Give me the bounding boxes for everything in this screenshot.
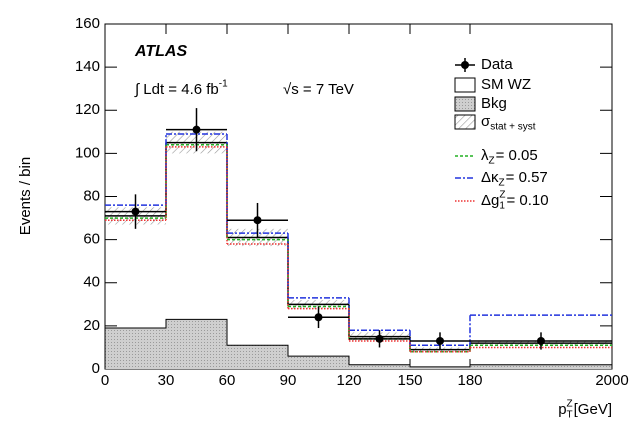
y-axis-label: Events / bin — [17, 157, 34, 235]
bkg-bar — [410, 366, 470, 369]
legend-label-part: = 0.05 — [496, 147, 538, 164]
x-tick-label: 30 — [158, 372, 175, 389]
bkg-bar — [105, 328, 166, 369]
x-axis-label-part: T — [567, 410, 573, 421]
legend-label-part: Δκ — [481, 169, 499, 186]
legend-label-part: = 0.57 — [506, 169, 548, 186]
legend-symbol — [454, 96, 476, 112]
bkg-bar — [349, 364, 410, 369]
y-tick-label: 60 — [83, 231, 100, 248]
legend-label-part: Z — [489, 156, 495, 167]
legend-label-part: 1 — [499, 201, 505, 212]
legend-label: Bkg — [481, 95, 507, 112]
legend-label-part: stat + syst — [490, 122, 536, 133]
y-tick-label: 100 — [75, 144, 100, 161]
bkg-bar — [227, 345, 288, 369]
energy-label: √s = 7 TeV — [283, 81, 354, 98]
x-axis-label-part: Z — [567, 399, 573, 410]
legend-label-part: Δg — [481, 192, 499, 209]
bkg-bar — [166, 319, 227, 369]
y-tick-label: 80 — [83, 187, 100, 204]
x-axis-label-part: [GeV] — [574, 401, 612, 418]
legend-label: Data — [481, 56, 513, 73]
x-tick-label: 180 — [457, 372, 482, 389]
x-tick-label: 0 — [101, 372, 109, 389]
experiment-label: ATLAS — [134, 43, 187, 60]
x-tick-label: 150 — [397, 372, 422, 389]
y-tick-label: 160 — [75, 15, 100, 32]
data-point — [253, 216, 262, 225]
y-tick-label: 20 — [83, 317, 100, 334]
data-point — [192, 125, 201, 134]
x-tick-label: 120 — [336, 372, 361, 389]
lumi-label-part: ∫ Ldt = 4.6 fb — [134, 81, 219, 98]
legend-label-part: Z — [499, 178, 505, 189]
legend-label-part: = 0.10 — [506, 192, 548, 209]
legend-symbol — [454, 77, 476, 93]
legend-label: Δg Z1 = 0.10 — [481, 190, 549, 212]
data-point — [314, 313, 323, 322]
legend-symbol — [454, 114, 476, 130]
bkg-bar — [288, 356, 349, 369]
legend-label: SM WZ — [481, 76, 531, 93]
lumi-label-part: -1 — [219, 79, 228, 90]
legend-label: Δκ Z = 0.57 — [481, 169, 548, 189]
x-tick-label: 90 — [280, 372, 297, 389]
step-connector — [165, 146, 471, 352]
x-axis-label: p ZT [GeV] — [558, 399, 612, 421]
x-tick-label: 2000 — [595, 372, 628, 389]
bkg-outline — [104, 318, 613, 369]
legend-label: σ stat + syst — [481, 113, 536, 133]
y-tick-label: 40 — [83, 274, 100, 291]
y-tick-label: 120 — [75, 101, 100, 118]
x-axis-label-part: p — [558, 401, 566, 418]
lumi-label: ∫ Ldt = 4.6 fb -1 — [134, 79, 228, 98]
y-tick-label: 0 — [92, 360, 100, 377]
data-point — [537, 336, 545, 345]
legend-label-part: Z — [499, 190, 505, 201]
legend-label-part: λ — [481, 147, 489, 164]
legend-symbol — [461, 61, 469, 69]
legend-label-part: σ — [481, 113, 491, 130]
x-tick-label: 60 — [219, 372, 236, 389]
data-point — [436, 336, 444, 345]
bkg-bar — [470, 364, 612, 369]
data-point — [131, 207, 140, 216]
data-point — [375, 334, 384, 343]
y-tick-label: 140 — [75, 58, 100, 75]
